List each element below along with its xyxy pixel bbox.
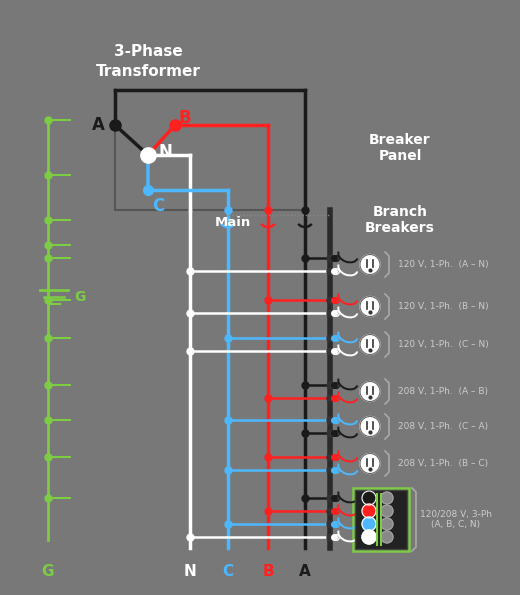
Text: Main: Main [215, 217, 251, 230]
Text: N: N [184, 565, 197, 580]
Text: B: B [262, 565, 274, 580]
Text: 120/208 V, 3-Ph
(A, B, C, N): 120/208 V, 3-Ph (A, B, C, N) [420, 510, 492, 529]
Circle shape [362, 491, 376, 505]
Text: G: G [42, 565, 54, 580]
Circle shape [360, 381, 380, 402]
Circle shape [360, 334, 380, 355]
Text: Branch
Breakers: Branch Breakers [365, 205, 435, 235]
Circle shape [360, 416, 380, 437]
Bar [115, 90, 305, 210]
Text: A: A [299, 565, 311, 580]
Text: 208 V, 1-Ph.  (A – B): 208 V, 1-Ph. (A – B) [398, 387, 488, 396]
Circle shape [362, 504, 376, 518]
Text: Transformer: Transformer [96, 64, 200, 80]
Text: B: B [178, 109, 191, 127]
Text: 120 V, 1-Ph.  (C – N): 120 V, 1-Ph. (C – N) [398, 340, 489, 349]
Circle shape [381, 518, 393, 530]
Bar [355, 490, 407, 549]
Text: G: G [74, 290, 85, 304]
Text: N: N [158, 143, 172, 161]
Circle shape [381, 492, 393, 504]
Circle shape [362, 517, 376, 531]
Circle shape [362, 530, 376, 544]
Text: 120 V, 1-Ph.  (B – N): 120 V, 1-Ph. (B – N) [398, 302, 489, 311]
Text: Breaker
Panel: Breaker Panel [369, 133, 431, 163]
Text: C: C [223, 565, 233, 580]
Text: 3-Phase: 3-Phase [114, 45, 183, 60]
Circle shape [360, 453, 380, 474]
Circle shape [381, 531, 393, 543]
Text: 208 V, 1-Ph.  (C – A): 208 V, 1-Ph. (C – A) [398, 422, 488, 431]
Text: 208 V, 1-Ph.  (B – C): 208 V, 1-Ph. (B – C) [398, 459, 488, 468]
Bar [353, 488, 409, 551]
Text: C: C [152, 197, 164, 215]
Text: 120 V, 1-Ph.  (A – N): 120 V, 1-Ph. (A – N) [398, 260, 489, 269]
Circle shape [360, 296, 380, 317]
Circle shape [360, 255, 380, 274]
Text: A: A [92, 116, 105, 134]
Circle shape [381, 505, 393, 517]
